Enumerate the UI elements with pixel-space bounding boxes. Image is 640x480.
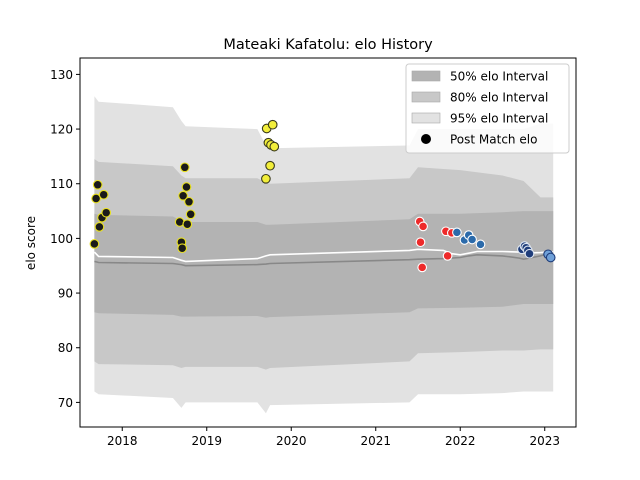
legend-swatch [411,91,441,103]
post-match-elo-point [177,243,188,254]
axes: 2018 2019 2020 2021 2022 2023 70 80 90 100 110 120 1… [50,68,560,448]
y-tick-label: 100 [50,232,73,246]
post-match-elo-point [184,196,194,207]
legend-swatch [411,70,441,82]
post-match-elo-point [467,234,477,245]
y-tick-label: 110 [50,177,73,191]
y-tick-label: 80 [58,341,73,355]
legend-box [405,63,570,154]
y-tick-label: 120 [50,123,73,137]
post-match-elo-point [185,209,196,220]
legend-label: Post Match elo [450,133,537,147]
legend-marker [421,134,431,144]
x-tick-label: 2018 [107,434,138,448]
post-match-elo-point [475,239,486,250]
plot-frame [79,57,577,428]
legend: 50% elo Interval 80% elo Interval 95% elo … [405,63,570,154]
post-match-elo-point [265,160,275,171]
post-match-elo-point [269,141,280,152]
y-axis-label: elo score [24,216,38,270]
x-tick-label: 2020 [276,434,307,448]
post-match-elo-point [524,248,535,259]
post-match-elo-point [267,119,278,130]
post-match-elo-point [181,182,192,192]
post-match-elo-point [442,251,453,261]
post-match-elo-point [89,239,100,249]
post-match-elo-point [91,193,101,204]
median-elo-line [94,252,554,267]
post-match-elo-point [261,173,271,184]
legend-label: 95% elo Interval [450,112,548,126]
post-match-elo-point [415,237,426,248]
plot-area [89,96,556,414]
post-match-elo-point [452,227,462,238]
post-match-elo-point [178,190,188,201]
post-match-elo-point [182,219,193,230]
y-tick-label: 130 [50,68,73,82]
y-tick-label: 90 [58,287,73,301]
legend-label: 50% elo Interval [450,70,548,84]
chart-title: Mateaki Kafatolu: elo History [223,37,433,53]
post-match-elo-point [418,221,428,232]
y-tick-label: 70 [58,396,73,410]
post-match-elo-point [101,207,112,218]
post-match-elo-point [94,222,105,232]
post-match-elo-point [98,189,109,200]
legend-swatch [411,112,441,124]
post-match-elo-point [417,262,428,273]
legend-label: 80% elo Interval [450,91,548,105]
interval-band-3 [94,211,554,318]
x-tick-label: 2021 [360,434,391,448]
x-tick-label: 2022 [445,434,476,448]
post-match-elo-point [92,179,103,190]
x-tick-label: 2023 [529,434,560,448]
post-match-elo-point [179,162,190,173]
x-tick-label: 2019 [191,434,222,448]
post-match-elo-point [545,252,556,263]
